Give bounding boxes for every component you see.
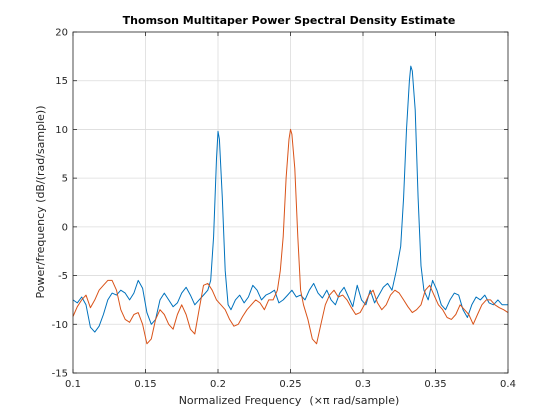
x-axis-label: Normalized Frequency (×π rad/sample) bbox=[179, 394, 400, 407]
series-line-1 bbox=[72, 65, 508, 333]
x-tick-label: 0.35 bbox=[424, 379, 446, 390]
y-tick-label: 5 bbox=[62, 174, 68, 185]
x-tick-label: 0.3 bbox=[355, 379, 371, 390]
x-tick-label: 0.1 bbox=[65, 379, 81, 390]
x-axis-label-unit: (×π rad/sample) bbox=[309, 394, 399, 407]
y-tick-label: 0 bbox=[62, 222, 68, 233]
x-axis-label-main: Normalized Frequency bbox=[179, 394, 302, 407]
y-tick-label: -15 bbox=[52, 369, 68, 380]
y-tick-label: 10 bbox=[55, 125, 68, 136]
y-tick-label: -5 bbox=[58, 271, 68, 282]
ticks: 0.1 0.15 0.2 0.25 0.3 0.35 0.4 -15 -10 -5 0 5 10 15 20 bbox=[52, 28, 516, 391]
x-tick-label: 0.15 bbox=[134, 379, 156, 390]
y-tick-label: 15 bbox=[55, 76, 68, 87]
series-group bbox=[72, 65, 509, 345]
x-tick-label: 0.4 bbox=[500, 379, 516, 390]
y-axis-label: Power/frequency (dB/(rad/sample)) bbox=[34, 106, 47, 299]
y-tick-label: 20 bbox=[55, 28, 68, 39]
y-tick-label: -10 bbox=[52, 320, 68, 331]
x-tick-label: 0.2 bbox=[210, 379, 226, 390]
x-tick-label: 0.25 bbox=[279, 379, 301, 390]
chart-title: Thomson Multitaper Power Spectral Densit… bbox=[123, 14, 456, 27]
series-line-2 bbox=[72, 128, 509, 345]
